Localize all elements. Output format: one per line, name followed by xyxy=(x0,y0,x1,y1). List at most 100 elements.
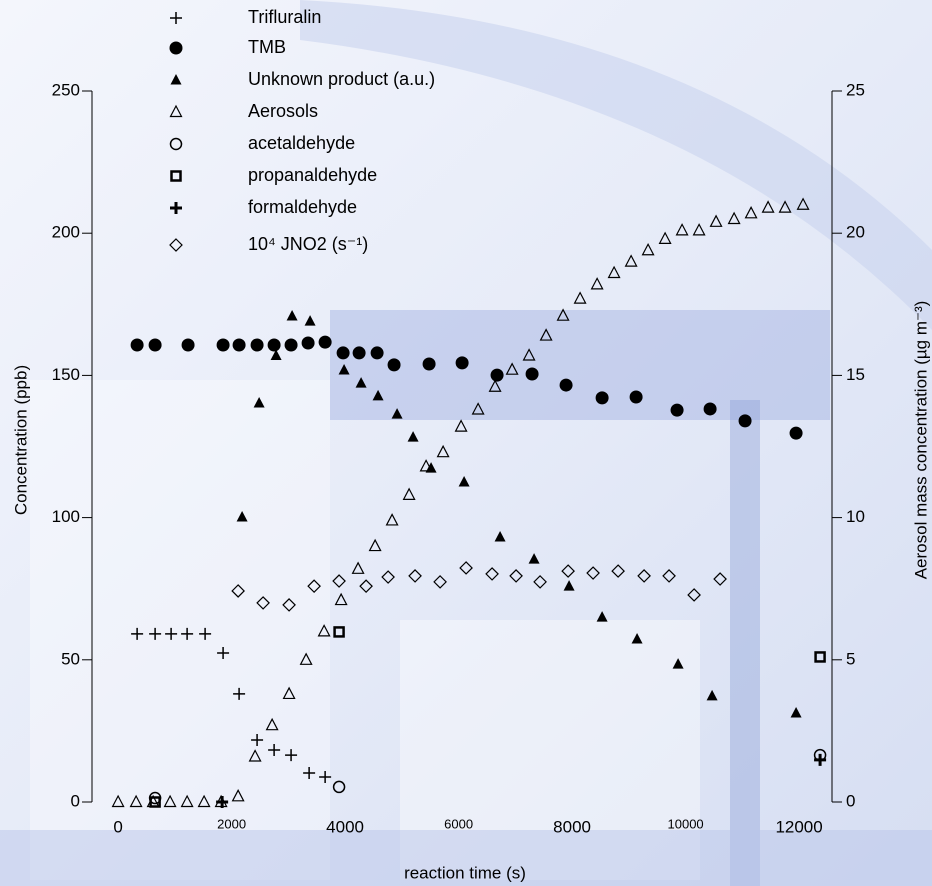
y-tick-label: 250 xyxy=(52,80,80,99)
marker-triangle xyxy=(299,652,313,665)
marker-circle xyxy=(130,338,144,352)
marker-circle xyxy=(387,358,401,372)
marker-plus xyxy=(149,627,162,640)
marker-plus xyxy=(233,687,246,700)
marker-circle xyxy=(559,378,573,392)
marker-triangle xyxy=(402,487,416,500)
marker-triangle xyxy=(231,789,245,802)
marker-plus xyxy=(319,770,332,783)
marker-plus xyxy=(217,646,230,659)
marker-diamond xyxy=(509,569,523,583)
marker-circle xyxy=(352,346,366,360)
marker-triangle xyxy=(253,396,265,408)
marker-plus xyxy=(285,749,298,762)
x-tick-label: 6000 xyxy=(444,816,473,831)
legend-label: Trifluralin xyxy=(248,7,321,27)
marker-triangle xyxy=(169,104,183,118)
y-tick-label: 150 xyxy=(52,365,80,384)
marker-triangle xyxy=(505,362,519,375)
background-band xyxy=(330,310,830,420)
marker-triangle xyxy=(596,611,608,622)
marker-triangle xyxy=(304,315,316,326)
marker-circle xyxy=(267,338,281,352)
marker-triangle xyxy=(270,349,282,360)
marker-triangle xyxy=(170,74,182,85)
marker-diamond xyxy=(408,569,422,583)
marker-triangle xyxy=(338,363,350,375)
marker-circle xyxy=(525,367,539,381)
x-tick-label: 4000 xyxy=(326,817,364,836)
y2-tick-label: 0 xyxy=(846,791,855,810)
marker-triangle xyxy=(573,291,587,304)
marker-triangle xyxy=(282,686,296,700)
y-tick-label: 100 xyxy=(52,507,80,526)
marker-diamond xyxy=(687,588,701,602)
marker-plus xyxy=(216,796,229,808)
marker-triangle xyxy=(672,658,684,669)
marker-circle xyxy=(250,338,264,352)
marker-square xyxy=(814,651,826,663)
marker-triangle xyxy=(796,197,810,210)
marker-plus xyxy=(165,627,178,640)
marker-plus xyxy=(131,627,144,640)
marker-triangle xyxy=(248,749,262,762)
marker-square xyxy=(170,170,182,182)
marker-circle xyxy=(148,338,162,352)
marker-triangle xyxy=(163,794,177,808)
x-tick-label: 2000 xyxy=(217,816,246,831)
legend-label: propanaldehyde xyxy=(248,165,377,185)
marker-triangle xyxy=(727,211,741,225)
marker-triangle xyxy=(334,592,348,606)
marker-triangle xyxy=(607,265,621,279)
marker-plus xyxy=(303,766,316,779)
marker-plus xyxy=(170,202,182,214)
marker-triangle xyxy=(624,254,638,267)
marker-triangle xyxy=(539,328,553,341)
marker-circle xyxy=(422,357,436,371)
marker-diamond xyxy=(169,238,183,252)
marker-diamond xyxy=(713,572,727,586)
marker-plus xyxy=(170,12,182,24)
marker-square xyxy=(333,626,345,638)
marker-triangle xyxy=(458,476,470,487)
marker-triangle xyxy=(391,408,403,419)
marker-circle xyxy=(301,336,315,350)
legend-label: Unknown product (a.u.) xyxy=(248,69,435,89)
marker-triangle xyxy=(265,717,279,731)
x-tick-label: 12000 xyxy=(775,817,822,836)
marker-triangle xyxy=(790,706,802,718)
legend: Trifluralin TMB Unknown product (a.u.) Aero… xyxy=(169,7,435,254)
y2-tick-label: 15 xyxy=(846,365,865,384)
marker-triangle xyxy=(761,200,775,213)
marker-triangle xyxy=(317,624,331,637)
marker-triangle xyxy=(111,794,125,808)
marker-triangle xyxy=(744,205,758,219)
background-building xyxy=(30,380,330,880)
marker-diamond xyxy=(586,566,600,580)
legend-label: TMB xyxy=(248,37,286,57)
background-pillar xyxy=(730,400,760,886)
marker-triangle xyxy=(286,309,298,321)
marker-triangle xyxy=(425,462,437,473)
marker-triangle xyxy=(351,561,365,574)
y2-tick-label: 10 xyxy=(846,507,865,526)
y2-tick-label: 5 xyxy=(846,649,855,668)
marker-triangle xyxy=(436,444,450,458)
y-tick-label: 200 xyxy=(52,223,80,242)
marker-triangle xyxy=(494,530,506,542)
marker-circle xyxy=(332,780,346,794)
marker-plus xyxy=(181,627,194,640)
legend-label: 10⁴ JNO2 (s⁻¹) xyxy=(248,234,368,254)
marker-plus xyxy=(199,627,212,640)
marker-plus xyxy=(814,753,827,766)
marker-diamond xyxy=(433,575,447,589)
marker-triangle xyxy=(236,511,248,522)
marker-triangle xyxy=(368,538,382,552)
marker-triangle xyxy=(563,580,575,591)
marker-diamond xyxy=(332,574,346,588)
x-axis-label: reaction time (s) xyxy=(404,863,526,882)
marker-diamond xyxy=(359,579,373,593)
marker-circle xyxy=(216,338,230,352)
